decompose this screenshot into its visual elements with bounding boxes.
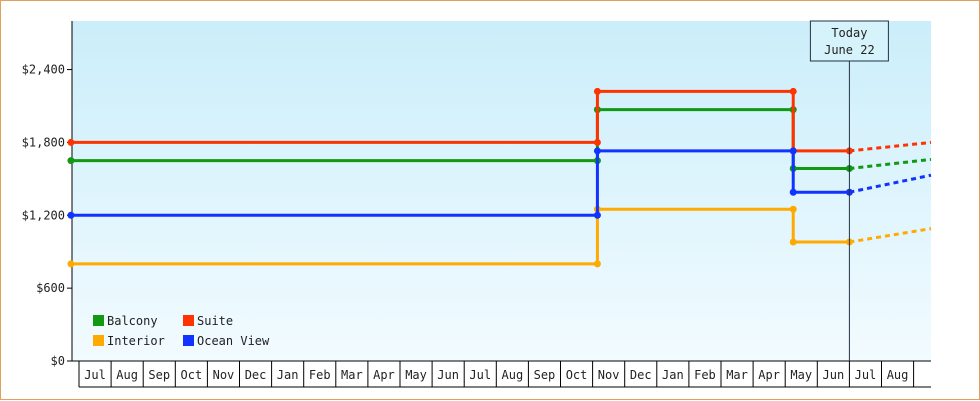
today-box <box>809 20 889 62</box>
legend-label: Interior <box>107 334 165 348</box>
series-projection-interior <box>849 227 932 244</box>
month-label: Jun <box>437 368 459 382</box>
data-point <box>789 87 797 95</box>
month-label: May <box>790 368 812 382</box>
month-label: Dec <box>630 368 652 382</box>
month-label: May <box>405 368 427 382</box>
y-tick-label: $1,800 <box>22 135 65 149</box>
legend-swatch <box>93 335 104 346</box>
y-tick-label: $1,200 <box>22 208 65 222</box>
series-projection-suite <box>849 140 932 153</box>
data-point <box>789 147 797 155</box>
legend-swatch <box>183 315 194 326</box>
month-label: Sep <box>148 368 170 382</box>
month-label: Apr <box>758 368 780 382</box>
data-point <box>593 211 601 219</box>
data-point <box>789 188 797 196</box>
legend-label: Suite <box>197 314 233 328</box>
month-label: Sep <box>534 368 556 382</box>
y-tick-label: $2,400 <box>22 63 65 77</box>
month-label: Nov <box>213 368 235 382</box>
axes: $0 $600 $1,200 $1,800 $2,400 <box>22 21 931 368</box>
month-label: Oct <box>566 368 588 382</box>
series-projection-ocean-view <box>849 173 932 194</box>
series-line-balcony <box>70 108 850 171</box>
month-label: Aug <box>502 368 524 382</box>
today-marker: Today June 22 <box>809 20 889 361</box>
plot-area <box>72 21 931 361</box>
series-line-suite <box>70 89 850 153</box>
month-label: Mar <box>726 368 748 382</box>
data-point <box>593 87 601 95</box>
month-label: Feb <box>694 368 716 382</box>
legend-label: Balcony <box>107 314 158 328</box>
data-point <box>789 238 797 246</box>
month-label: Aug <box>116 368 138 382</box>
series-projection-balcony <box>849 157 932 171</box>
series-line-ocean-view <box>70 149 850 217</box>
legend-label: Ocean View <box>197 334 270 348</box>
month-label: Jul <box>84 368 106 382</box>
month-label: Oct <box>181 368 203 382</box>
month-label: Jan <box>277 368 299 382</box>
month-label: Aug <box>887 368 909 382</box>
data-point <box>67 260 75 268</box>
month-label: Apr <box>373 368 395 382</box>
y-tick-label: $600 <box>36 281 65 295</box>
data-point <box>67 211 75 219</box>
today-date: June 22 <box>824 43 875 57</box>
month-label: Feb <box>309 368 331 382</box>
month-label: Jan <box>662 368 684 382</box>
series-lines <box>67 87 932 268</box>
today-label: Today <box>831 26 867 40</box>
month-label: Jul <box>469 368 491 382</box>
y-tick-label: $0 <box>51 354 65 368</box>
series-line-interior <box>70 207 850 266</box>
data-point <box>67 138 75 146</box>
legend-swatch <box>183 335 194 346</box>
month-axis: Jul Aug Sep Oct Nov Dec Jan Feb Mar Apr May Jun Jul A… <box>78 361 931 388</box>
data-point <box>789 205 797 213</box>
month-label: Jun <box>823 368 845 382</box>
data-point <box>593 260 601 268</box>
data-point <box>593 147 601 155</box>
data-point <box>67 157 75 165</box>
month-label: Jul <box>855 368 877 382</box>
legend: Balcony Suite Interior Ocean View <box>93 314 270 348</box>
month-label: Dec <box>245 368 267 382</box>
month-label: Mar <box>341 368 363 382</box>
legend-swatch <box>93 315 104 326</box>
month-label: Nov <box>598 368 620 382</box>
data-point <box>593 138 601 146</box>
